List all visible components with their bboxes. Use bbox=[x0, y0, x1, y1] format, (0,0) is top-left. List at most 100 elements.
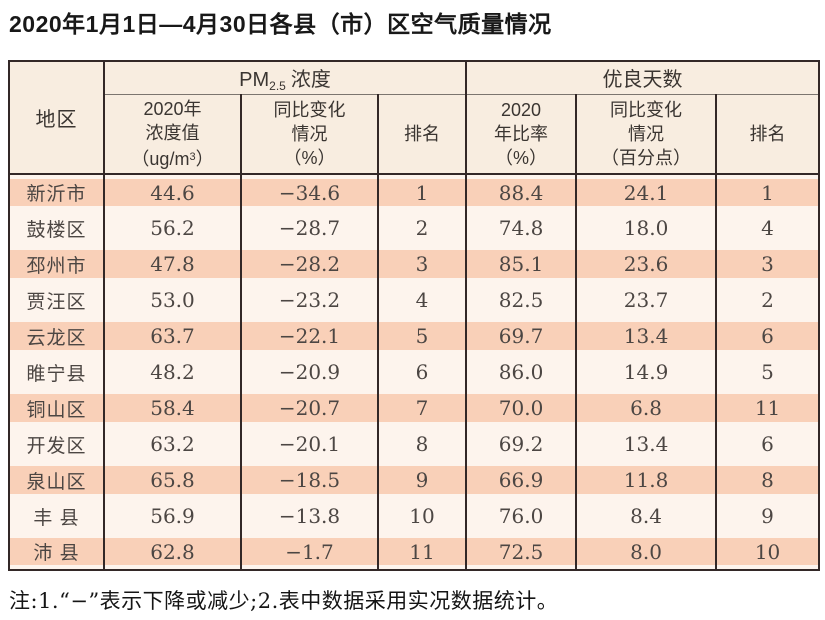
region-cell: 睢宁县 bbox=[8, 354, 105, 390]
good-rate-cell: 72.5 bbox=[465, 534, 578, 570]
region-cell: 新沂市 bbox=[8, 174, 105, 210]
pm-rank-cell: 11 bbox=[376, 534, 468, 570]
unit-text: （ug/m bbox=[131, 148, 190, 169]
pm-change-cell: −28.7 bbox=[240, 210, 379, 246]
header-pm-rank: 排名 bbox=[376, 94, 468, 175]
unit-text: ） bbox=[195, 148, 214, 169]
pm-change-cell: −34.6 bbox=[240, 174, 379, 210]
pm-rank-cell: 7 bbox=[376, 390, 468, 426]
table-row: 沛 县 62.8 −1.7 11 72.5 8.0 10 bbox=[8, 534, 821, 570]
good-rate-cell: 86.0 bbox=[465, 354, 578, 390]
header-group-row: 地区 PM2.5 浓度 优良天数 bbox=[8, 61, 821, 175]
region-cell: 邳州市 bbox=[8, 246, 105, 282]
pm-rank-cell: 4 bbox=[376, 282, 468, 318]
good-rate-cell: 85.1 bbox=[465, 246, 578, 282]
good-rate-cell: 82.5 bbox=[465, 282, 578, 318]
table-row: 开发区 63.2 −20.1 8 69.2 13.4 6 bbox=[8, 426, 821, 462]
header-line: 2020年 bbox=[143, 98, 202, 119]
table-row: 云龙区 63.7 −22.1 5 69.7 13.4 6 bbox=[8, 318, 821, 354]
pm-value-cell: 56.9 bbox=[103, 498, 242, 534]
header-line: （ug/m3） bbox=[106, 145, 239, 171]
good-rate-cell: 88.4 bbox=[465, 174, 578, 210]
good-rate-cell: 69.2 bbox=[465, 426, 578, 462]
header-line: （%） bbox=[495, 147, 548, 168]
pm-change-cell: −18.5 bbox=[240, 462, 379, 498]
header-good-rank: 排名 bbox=[715, 94, 821, 175]
table-row: 铜山区 58.4 −20.7 7 70.0 6.8 11 bbox=[8, 390, 821, 426]
page-title: 2020年1月1日—4月30日各县（市）区空气质量情况 bbox=[9, 11, 552, 37]
good-rank-cell: 5 bbox=[715, 354, 821, 390]
header-line: 2020 bbox=[501, 99, 542, 120]
region-cell: 云龙区 bbox=[8, 318, 105, 354]
good-rank-cell: 3 bbox=[715, 246, 821, 282]
pm-value-cell: 63.2 bbox=[103, 426, 242, 462]
good-change-cell: 8.0 bbox=[575, 534, 718, 570]
table-header: 地区 PM2.5 浓度 优良天数 2020年 浓度值 （ug/m3） 同比变化 情… bbox=[8, 61, 821, 175]
header-line: 情况 bbox=[628, 123, 665, 144]
good-rank-cell: 2 bbox=[715, 282, 821, 318]
header-good-days-group: 优良天数 bbox=[465, 61, 821, 95]
good-rank-cell: 4 bbox=[715, 210, 821, 246]
pm-change-cell: −1.7 bbox=[240, 534, 379, 570]
pm-rank-cell: 3 bbox=[376, 246, 468, 282]
region-cell: 开发区 bbox=[8, 426, 105, 462]
good-rate-cell: 74.8 bbox=[465, 210, 578, 246]
air-quality-table: 地区 PM2.5 浓度 优良天数 2020年 浓度值 （ug/m3） 同比变化 情… bbox=[8, 60, 821, 571]
table-row: 泉山区 65.8 −18.5 9 66.9 11.8 8 bbox=[8, 462, 821, 498]
pm-change-cell: −22.1 bbox=[240, 318, 379, 354]
good-rate-cell: 69.7 bbox=[465, 318, 578, 354]
good-change-cell: 6.8 bbox=[575, 390, 718, 426]
good-rank-cell: 9 bbox=[715, 498, 821, 534]
good-rank-cell: 11 bbox=[715, 390, 821, 426]
good-change-cell: 23.6 bbox=[575, 246, 718, 282]
good-change-cell: 14.9 bbox=[575, 354, 718, 390]
pm-value-cell: 47.8 bbox=[103, 246, 242, 282]
header-line: 情况 bbox=[291, 123, 328, 144]
pm-label-suffix: 浓度 bbox=[290, 68, 331, 91]
header-pm-value: 2020年 浓度值 （ug/m3） bbox=[103, 94, 242, 175]
good-rank-cell: 8 bbox=[715, 462, 821, 498]
header-region: 地区 bbox=[8, 61, 105, 175]
header-pm-group: PM2.5 浓度 bbox=[102, 61, 468, 95]
pm-change-cell: −13.8 bbox=[240, 498, 379, 534]
good-rank-cell: 1 bbox=[715, 174, 821, 210]
pm-rank-cell: 10 bbox=[376, 498, 468, 534]
pm-change-cell: −20.7 bbox=[240, 390, 379, 426]
good-change-cell: 18.0 bbox=[575, 210, 718, 246]
good-change-cell: 24.1 bbox=[575, 174, 718, 210]
table-row: 鼓楼区 56.2 −28.7 2 74.8 18.0 4 bbox=[8, 210, 821, 246]
header-sub-row: 2020年 浓度值 （ug/m3） 同比变化 情况 （%） 排名 2020 年比… bbox=[9, 94, 821, 175]
region-cell: 丰 县 bbox=[8, 498, 105, 534]
header-line: （%） bbox=[283, 147, 336, 168]
pm-label: PM bbox=[239, 68, 270, 91]
pm-value-cell: 56.2 bbox=[103, 210, 242, 246]
region-cell: 鼓楼区 bbox=[8, 210, 105, 246]
pm-value-cell: 48.2 bbox=[103, 354, 242, 390]
region-cell: 铜山区 bbox=[8, 390, 105, 426]
good-change-cell: 11.8 bbox=[575, 462, 718, 498]
good-rate-cell: 76.0 bbox=[465, 498, 578, 534]
good-rank-cell: 6 bbox=[715, 426, 821, 462]
region-cell: 泉山区 bbox=[8, 462, 105, 498]
footnote: 注:1.“−”表示下降或减少;2.表中数据采用实况数据统计。 bbox=[9, 589, 559, 613]
good-rate-cell: 70.0 bbox=[465, 390, 578, 426]
header-line: （百分点） bbox=[601, 147, 692, 168]
pm-change-cell: −20.9 bbox=[240, 354, 379, 390]
table-row: 睢宁县 48.2 −20.9 6 86.0 14.9 5 bbox=[8, 354, 821, 390]
pm-change-cell: −20.1 bbox=[240, 426, 379, 462]
region-cell: 贾汪区 bbox=[8, 282, 105, 318]
pm-change-cell: −23.2 bbox=[240, 282, 379, 318]
pm-rank-cell: 6 bbox=[376, 354, 468, 390]
table-row: 丰 县 56.9 −13.8 10 76.0 8.4 9 bbox=[8, 498, 821, 534]
good-rate-cell: 66.9 bbox=[465, 462, 578, 498]
pm-rank-cell: 9 bbox=[376, 462, 468, 498]
good-rank-cell: 10 bbox=[715, 534, 821, 570]
table-row: 贾汪区 53.0 −23.2 4 82.5 23.7 2 bbox=[8, 282, 821, 318]
unit-superscript: 3 bbox=[189, 150, 196, 163]
pm-value-cell: 58.4 bbox=[103, 390, 242, 426]
pm-rank-cell: 1 bbox=[376, 174, 468, 210]
good-change-cell: 23.7 bbox=[575, 282, 718, 318]
pm-value-cell: 62.8 bbox=[103, 534, 242, 570]
pm-value-cell: 63.7 bbox=[103, 318, 242, 354]
